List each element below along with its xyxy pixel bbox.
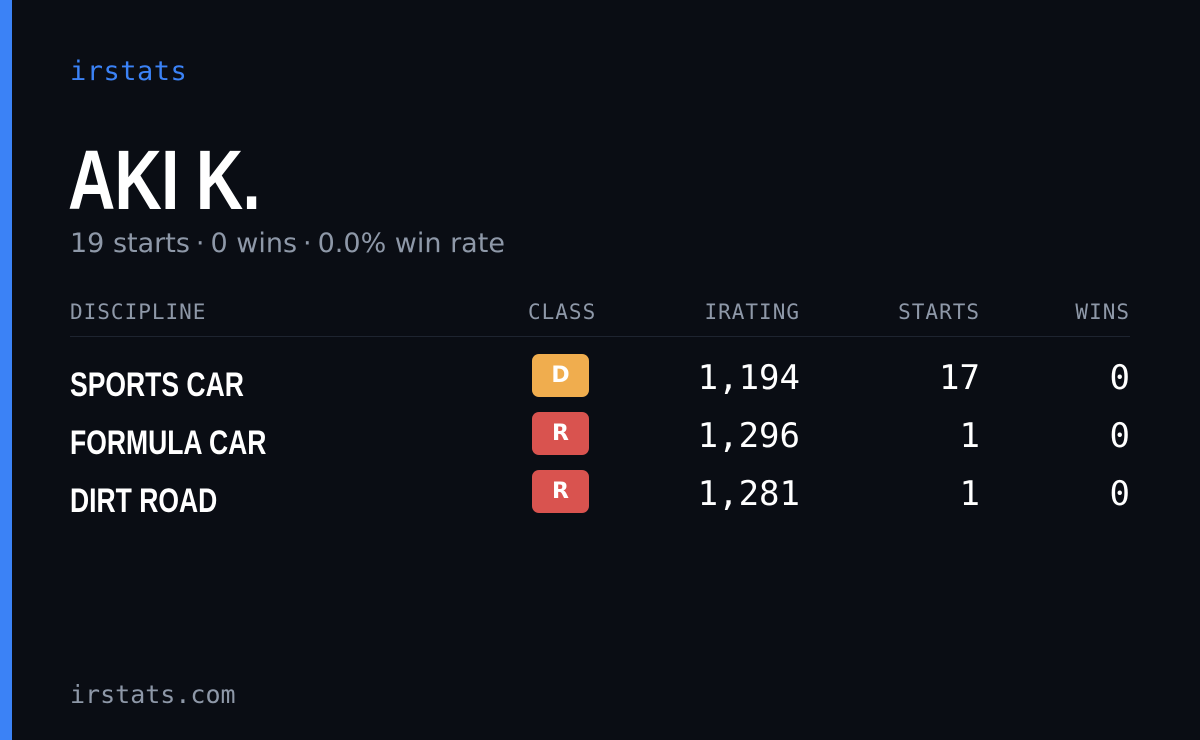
summary-separator: · [303,228,312,259]
starts-value: 1 [959,474,980,514]
table-row: FORMULA CAR R 1,296 1 0 [70,410,1130,468]
header-irating: IRATING [704,300,800,324]
header-starts: STARTS [898,300,980,324]
header-class: CLASS [528,300,597,324]
starts-value: 1 [959,416,980,456]
irating-value: 1,296 [697,416,800,456]
driver-name: AKI K. [68,133,261,227]
wins-value: 0 [1109,416,1130,456]
table-row: DIRT ROAD R 1,281 1 0 [70,468,1130,526]
summary-separator: · [195,228,205,259]
wins-summary: 0 wins [210,228,298,259]
irating-value: 1,194 [697,358,800,398]
driver-summary: 19 starts · 0 wins · 0.0% win rate [70,228,505,259]
starts-summary: 19 starts [70,228,190,259]
wins-value: 0 [1109,474,1130,514]
class-badge: D [532,354,589,397]
discipline-name: SPORTS CAR [70,366,244,404]
irating-value: 1,281 [697,474,800,514]
discipline-name: FORMULA CAR [70,424,267,462]
table-row: SPORTS CAR D 1,194 17 0 [70,352,1130,410]
accent-bar [0,0,12,740]
header-discipline: DISCIPLINE [70,300,207,324]
header-wins: WINS [1075,300,1130,324]
brand-logo: irstats [70,56,188,87]
discipline-name: DIRT ROAD [70,482,218,520]
starts-value: 17 [939,358,980,398]
discipline-table: SPORTS CAR D 1,194 17 0 FORMULA CAR R 1,… [70,352,1130,526]
footer-url: irstats.com [70,680,236,709]
wins-value: 0 [1109,358,1130,398]
win-rate-summary: 0.0% win rate [317,228,505,259]
table-header: DISCIPLINE CLASS IRATING STARTS WINS [70,300,1130,337]
class-badge: R [532,470,589,513]
class-badge: R [532,412,589,455]
